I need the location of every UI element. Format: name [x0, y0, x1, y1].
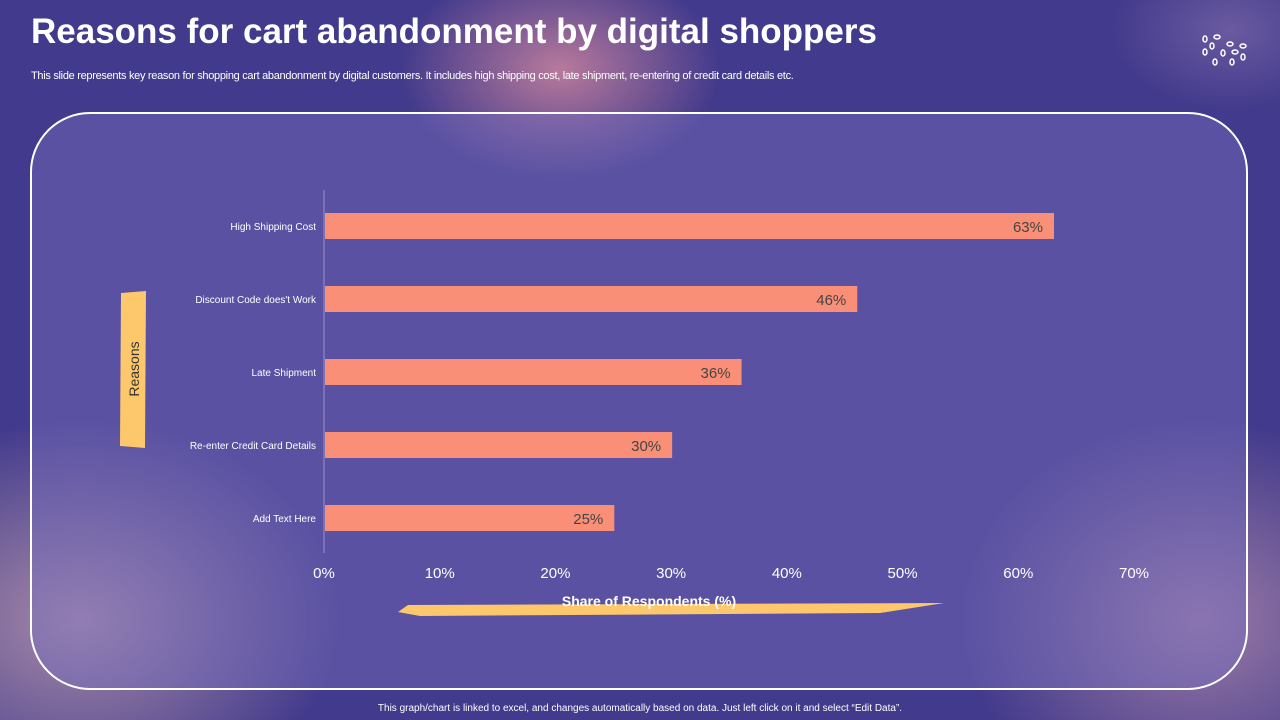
bar[interactable] [325, 432, 673, 458]
category-label: Late Shipment [252, 368, 317, 379]
data-label: 63% [1013, 219, 1043, 236]
decorative-dots-icon [1202, 34, 1247, 66]
xlabel-brush [398, 603, 944, 616]
category-label: Add Text Here [253, 514, 317, 525]
bar[interactable] [325, 359, 742, 385]
category-label: Discount Code does't Work [195, 295, 317, 306]
chart-panel [30, 112, 1248, 690]
bar[interactable] [325, 505, 615, 531]
data-label: 25% [573, 511, 603, 528]
x-tick-label: 60% [1003, 565, 1033, 582]
x-tick-label: 40% [772, 565, 802, 582]
bar[interactable] [325, 286, 858, 312]
category-label: High Shipping Cost [230, 222, 316, 233]
footer-note: This graph/chart is linked to excel, and… [377, 703, 903, 714]
data-label: 36% [701, 365, 731, 382]
x-tick-label: 70% [1119, 565, 1149, 582]
page-subtitle: This slide represents key reason for sho… [31, 70, 794, 82]
data-label: 46% [816, 292, 846, 309]
x-tick-label: 50% [888, 565, 918, 582]
category-label: Re-enter Credit Card Details [190, 441, 316, 452]
x-tick-label: 10% [425, 565, 455, 582]
ylabel-brush [120, 291, 146, 448]
bar[interactable] [325, 213, 1054, 239]
data-label: 30% [631, 438, 661, 455]
x-axis-label: Share of Respondents (%) [562, 593, 736, 609]
x-tick-label: 20% [540, 565, 570, 582]
x-tick-label: 30% [656, 565, 686, 582]
page-title: Reasons for cart abandonment by digital … [31, 12, 877, 51]
x-tick-label: 0% [313, 565, 335, 582]
y-axis-label: Reasons [126, 341, 142, 396]
